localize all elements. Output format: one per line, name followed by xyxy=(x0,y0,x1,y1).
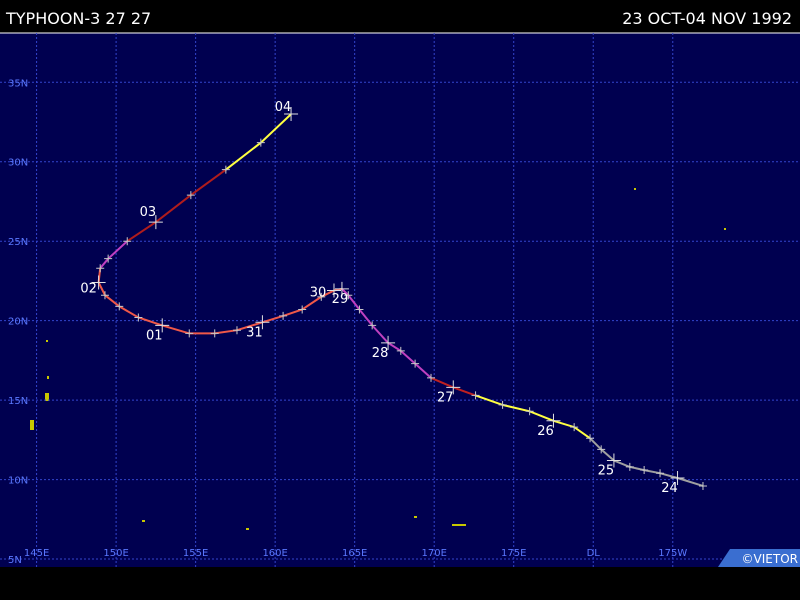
day-label: 26 xyxy=(537,424,554,439)
day-label: 27 xyxy=(437,390,454,405)
track-point xyxy=(186,191,195,200)
track-point xyxy=(396,346,405,355)
track-point xyxy=(597,445,606,454)
track-point xyxy=(411,359,420,368)
islands xyxy=(30,188,726,530)
lat-tick-label: 5N xyxy=(8,555,22,566)
track-point xyxy=(326,283,341,298)
track-point xyxy=(606,453,621,468)
track-point xyxy=(625,462,634,471)
track-point xyxy=(115,302,124,311)
day-label: 24 xyxy=(661,481,678,496)
track-point xyxy=(698,481,707,490)
track-point xyxy=(498,400,507,409)
track-segment xyxy=(341,288,432,379)
track-point xyxy=(256,138,265,147)
day-label: 01 xyxy=(146,328,163,343)
track-point xyxy=(91,275,106,290)
track-point xyxy=(298,305,307,314)
track-point xyxy=(255,315,270,330)
track: 24 25 26 27 28 29 30 31 01 02 03 04 xyxy=(80,100,707,496)
track-point xyxy=(586,434,595,443)
lat-tick-label: 20N xyxy=(8,317,28,328)
track-point xyxy=(232,326,241,335)
track-point xyxy=(279,311,288,320)
credit: ©VIETOR xyxy=(742,552,798,566)
track-segment xyxy=(589,437,704,487)
lon-tick-label: 175W xyxy=(658,548,687,559)
day-label: 28 xyxy=(372,346,389,361)
track-point xyxy=(427,373,436,382)
day-label: 04 xyxy=(275,100,292,115)
track-point xyxy=(471,391,480,400)
track-point xyxy=(381,335,396,350)
lon-tick-label: 160E xyxy=(262,548,287,559)
grid: 145E 150E 155E 160E 165E 170E 175E DL 175W 35N 30N… xyxy=(0,33,800,567)
track-point xyxy=(210,329,219,338)
lon-tick-label: 170E xyxy=(421,548,446,559)
track-point xyxy=(185,329,194,338)
lon-tick-label: 165E xyxy=(342,548,367,559)
track-point xyxy=(221,165,230,174)
period: 23 OCT-04 NOV 1992 xyxy=(622,9,792,28)
track-point xyxy=(546,413,561,428)
day-label: 29 xyxy=(332,292,349,307)
track-point xyxy=(123,237,132,246)
track-point xyxy=(284,107,299,122)
lat-tick-label: 10N xyxy=(8,476,28,487)
track-point xyxy=(656,469,665,478)
lat-tick-label: 35N xyxy=(8,78,28,89)
track-point xyxy=(100,291,109,300)
day-label: 30 xyxy=(310,285,327,300)
lon-tick-label: DL xyxy=(587,548,601,559)
title: TYPHOON-3 27 27 xyxy=(5,9,151,28)
day-label: 25 xyxy=(598,464,615,479)
day-label: 02 xyxy=(80,282,97,297)
track-point xyxy=(96,264,105,273)
lon-tick-label: 150E xyxy=(103,548,128,559)
credit-badge: ©VIETOR xyxy=(718,549,800,567)
day-label: 31 xyxy=(246,325,263,340)
track-point xyxy=(570,423,579,432)
track-point xyxy=(368,321,377,330)
lat-tick-label: 25N xyxy=(8,237,28,248)
track-point xyxy=(355,305,364,314)
track-point xyxy=(334,281,349,296)
track-point xyxy=(134,313,143,322)
track-point xyxy=(446,380,461,395)
track-point xyxy=(317,292,326,301)
track-point xyxy=(525,407,534,416)
track-segment xyxy=(475,394,591,440)
track-point xyxy=(148,215,163,230)
track-segment xyxy=(126,168,227,243)
ocean xyxy=(0,33,800,567)
track-point xyxy=(104,254,113,263)
lat-tick-label: 30N xyxy=(8,158,28,169)
lat-tick-label: 15N xyxy=(8,396,28,407)
lon-tick-label: 175E xyxy=(501,548,526,559)
lon-tick-label: 155E xyxy=(183,548,208,559)
track-point xyxy=(670,471,685,485)
track-point xyxy=(640,466,649,475)
lon-tick-label: 145E xyxy=(24,548,49,559)
day-label: 03 xyxy=(140,205,157,220)
track-point xyxy=(155,318,170,333)
track-point xyxy=(344,291,353,300)
